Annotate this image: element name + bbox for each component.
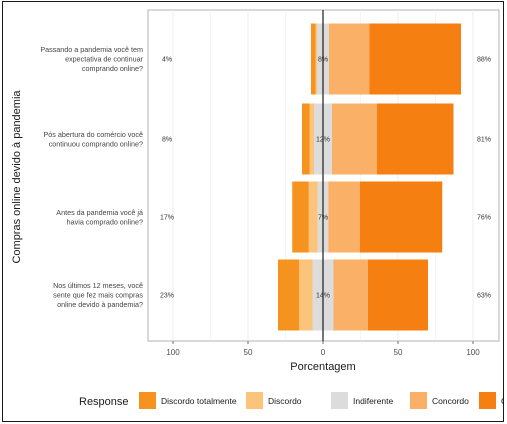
legend-swatch [331, 392, 348, 409]
bar-concordo-totalmente [369, 23, 461, 95]
pct-label-left: 23% [160, 293, 174, 300]
pct-label-left: 17% [160, 215, 174, 222]
x-tick-label: 0 [321, 348, 326, 357]
x-tick-label: 50 [244, 348, 253, 357]
x-tick-label: 100 [466, 348, 480, 357]
bar-discordo-totalmente [311, 23, 316, 95]
category-label: havia comprado online? [67, 217, 143, 226]
category-label: continuou comprando online? [49, 139, 143, 148]
legend: Response Discordo totalmente Discordo Indi… [79, 392, 504, 409]
bar-concordo-totalmente [359, 181, 443, 253]
bar-discordo-totalmente [292, 181, 309, 253]
pct-label-left: 8% [162, 137, 172, 144]
pct-label-right: 63% [477, 293, 491, 300]
category-label: online devido à pandemia? [57, 300, 143, 309]
x-tick-label: 100 [166, 348, 180, 357]
x-tick-label: 50 [394, 348, 403, 357]
category-label: expectativa de continuar [65, 55, 144, 64]
bar-discordo [309, 103, 314, 175]
legend-label: Discordo totalmente [161, 396, 237, 406]
legend-label: Concordo [432, 396, 469, 406]
bar-discordo-totalmente [302, 103, 310, 175]
category-label: sente que fez mais compras [53, 291, 143, 300]
bar-discordo [299, 259, 313, 331]
pct-label-right: 88% [477, 57, 491, 64]
x-axis-title: Porcentagem [290, 361, 355, 373]
legend-label: Discordo [268, 396, 302, 406]
pct-label-center: 7% [318, 215, 328, 222]
bar-concordo [333, 259, 368, 331]
category-label: Pós abertura do comércio você [44, 130, 143, 139]
bar-concordo [332, 103, 377, 175]
pct-label-center: 14% [316, 293, 330, 300]
category-label: Antes da pandemia você já [56, 208, 143, 217]
bar-concordo-totalmente [368, 259, 428, 331]
category-label: Nos últimos 12 meses, você [53, 281, 143, 290]
bar-discordo-totalmente [278, 259, 299, 331]
pct-label-center: 12% [316, 137, 330, 144]
pct-label-right: 76% [477, 215, 491, 222]
legend-swatch [139, 392, 156, 409]
legend-title: Response [79, 396, 129, 408]
category-label: Passando a pandemia você tem [40, 45, 143, 54]
bar-concordo-totalmente [377, 103, 454, 175]
y-axis-title: Compras online devido à pandemia [11, 90, 23, 264]
bar-concordo [328, 181, 360, 253]
legend-swatch [246, 392, 263, 409]
category-label: comprando online? [82, 64, 143, 73]
bar-concordo [329, 23, 370, 95]
legend-label: Concordo totalmente [501, 396, 504, 406]
likert-chart: Passando a pandemia você temexpectativa … [11, 9, 504, 409]
pct-label-center: 8% [318, 57, 328, 64]
bar-discordo [308, 181, 318, 253]
pct-label-left: 4% [162, 57, 172, 64]
legend-swatch [479, 392, 496, 409]
bar-discordo [315, 23, 317, 95]
legend-label: Indiferente [353, 396, 393, 406]
legend-swatch [410, 392, 427, 409]
pct-label-right: 81% [477, 137, 491, 144]
